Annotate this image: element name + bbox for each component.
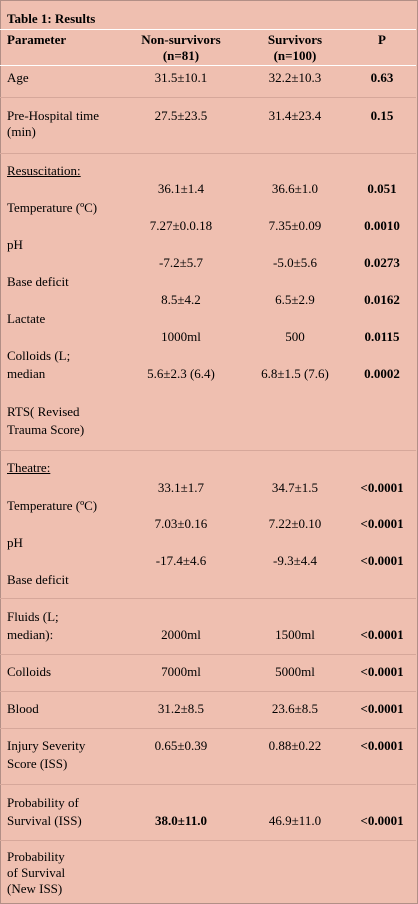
row-non-res-temp: 36.1±1.4 [157, 181, 205, 196]
header-non-survivors-n: (n=81) [162, 48, 200, 63]
row-non-th-temp: 33.1±1.7 [157, 480, 205, 495]
row-p-fluids: <0.0001 [360, 627, 404, 642]
row-label-th-base: Base deficit [7, 572, 69, 587]
row-label-prob-iss-2: Survival (ISS) [7, 813, 82, 828]
row-label-res-colloids-2: median [7, 366, 46, 381]
row-p-th-temp: <0.0001 [360, 480, 404, 495]
row-p-prehospital: 0.15 [370, 108, 394, 123]
row-p-age: 0.63 [370, 70, 394, 85]
row-label-res-ph: pH [7, 237, 23, 252]
row-non-blood: 31.2±8.5 [157, 701, 205, 716]
row-non-prob-iss: 38.0±11.0 [155, 813, 207, 828]
row-p-colloids: <0.0001 [360, 664, 404, 679]
row-label-prob-iss: Probability of [7, 795, 79, 810]
row-label-fluids: Fluids (L; [7, 609, 59, 624]
row-surv-th-temp: 34.7±1.5 [271, 480, 319, 495]
row-p-res-base: 0.0273 [364, 255, 400, 270]
row-divider [0, 840, 416, 841]
title-divider [0, 29, 416, 30]
row-surv-res-temp: 36.6±1.0 [271, 181, 319, 196]
row-label-prehospital: Pre-Hospital time [7, 108, 100, 123]
row-non-fluids: 2000ml [161, 627, 201, 642]
row-label-prob-new-3: (New ISS) [7, 881, 63, 896]
row-surv-res-base: -5.0±5.6 [273, 255, 317, 270]
row-surv-th-ph: 7.22±0.10 [268, 516, 322, 531]
row-surv-res-colloids: 500 [285, 329, 305, 344]
row-surv-iss: 0.88±0.22 [268, 738, 322, 753]
row-surv-prehospital: 31.4±23.4 [268, 108, 322, 123]
row-p-th-base: <0.0001 [360, 553, 404, 568]
row-surv-fluids: 1500ml [275, 627, 315, 642]
row-label-prob-new-2: of Survival [7, 865, 66, 880]
row-divider [0, 691, 416, 692]
row-divider [0, 450, 416, 451]
row-label-rts: RTS( Revised [7, 404, 80, 419]
header-divider [0, 65, 416, 66]
section-theatre: Theatre: [7, 460, 51, 475]
row-label-th-ph: pH [7, 535, 23, 550]
row-p-res-temp: 0.051 [367, 181, 397, 196]
row-divider [0, 598, 416, 599]
row-divider [0, 153, 416, 154]
row-non-res-ph: 7.27±0.0.18 [149, 218, 213, 233]
row-label-colloids: Colloids [7, 664, 52, 679]
header-parameter: Parameter [7, 32, 67, 47]
row-surv-res-lactate: 6.5±2.9 [275, 292, 315, 307]
row-divider [0, 97, 416, 98]
row-label-age: Age [7, 70, 29, 85]
row-p-prob-iss: <0.0001 [360, 813, 404, 828]
row-non-rts: 5.6±2.3 (6.4) [147, 366, 215, 381]
row-label-blood: Blood [7, 701, 39, 716]
row-divider [0, 728, 416, 729]
row-non-res-colloids: 1000ml [161, 329, 201, 344]
row-p-th-ph: <0.0001 [360, 516, 404, 531]
row-label-fluids-2: median): [7, 627, 54, 642]
row-surv-res-ph: 7.35±0.09 [268, 218, 322, 233]
row-non-th-ph: 7.03±0.16 [154, 516, 208, 531]
row-non-th-base: -17.4±4.6 [155, 553, 207, 568]
row-label-iss-2: Score (ISS) [7, 756, 68, 771]
row-surv-th-base: -9.3±4.4 [273, 553, 317, 568]
row-p-res-colloids: 0.0115 [364, 329, 400, 344]
row-surv-colloids: 5000ml [275, 664, 315, 679]
row-p-res-lactate: 0.0162 [364, 292, 400, 307]
header-non-survivors: Non-survivors [141, 32, 221, 47]
section-resuscitation: Resuscitation: [7, 163, 81, 178]
row-label-res-lactate: Lactate [7, 311, 46, 326]
header-p: P [378, 32, 386, 47]
row-divider [0, 654, 416, 655]
row-label-res-colloids: Colloids (L; [7, 348, 71, 363]
row-non-res-base: -7.2±5.7 [159, 255, 203, 270]
row-non-age: 31.5±10.1 [154, 70, 208, 85]
row-non-colloids: 7000ml [161, 664, 201, 679]
row-p-blood: <0.0001 [360, 701, 404, 716]
header-survivors: Survivors [267, 32, 323, 47]
row-label-prob-new: Probability [7, 849, 65, 864]
row-label-iss: Injury Severity [7, 738, 86, 753]
row-label-rts-2: Trauma Score) [7, 422, 85, 437]
row-non-prehospital: 27.5±23.5 [154, 108, 208, 123]
row-non-iss: 0.65±0.39 [154, 738, 208, 753]
row-p-res-ph: 0.0010 [364, 218, 400, 233]
row-non-res-lactate: 8.5±4.2 [161, 292, 201, 307]
row-surv-blood: 23.6±8.5 [271, 701, 319, 716]
row-divider [0, 784, 416, 785]
row-surv-age: 32.2±10.3 [268, 70, 322, 85]
row-label-th-temp: Temperature (ºC) [7, 498, 98, 513]
table-title: Table 1: Results [7, 11, 96, 26]
row-p-iss: <0.0001 [360, 738, 404, 753]
row-label-res-temp: Temperature (ºC) [7, 200, 98, 215]
row-label-prehospital-unit: (min) [7, 124, 36, 139]
row-surv-prob-iss: 46.9±11.0 [268, 813, 322, 828]
row-surv-rts: 6.8±1.5 (7.6) [261, 366, 329, 381]
row-p-rts: 0.0002 [364, 366, 400, 381]
header-survivors-n: (n=100) [273, 48, 317, 63]
row-label-res-base: Base deficit [7, 274, 69, 289]
